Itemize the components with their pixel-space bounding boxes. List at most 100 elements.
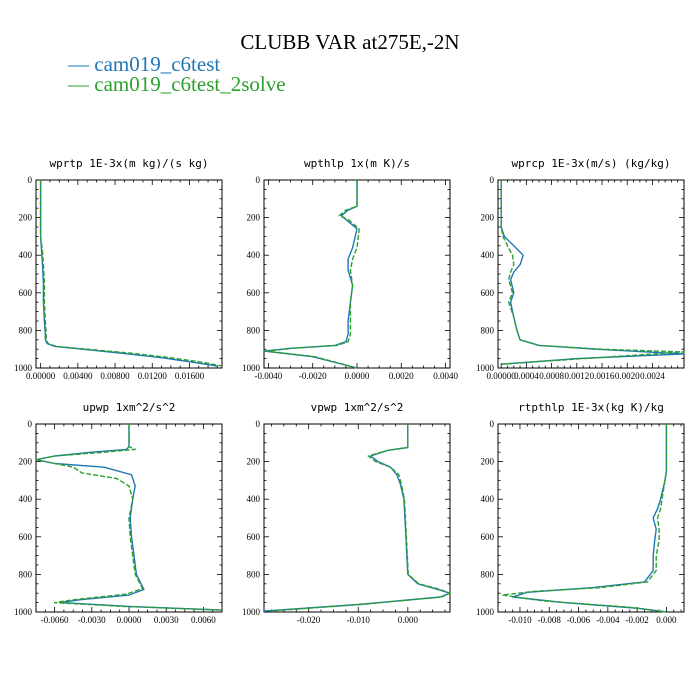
series-c6test-line bbox=[39, 180, 218, 367]
y-tick-label: 0 bbox=[490, 419, 495, 429]
y-tick-label: 800 bbox=[247, 325, 261, 335]
x-tick-label: 0.00800 bbox=[100, 371, 130, 381]
panel-2: wprcp 1E-3x(m/s) (kg/kg) 0 200 400 600 800 100… bbox=[476, 157, 685, 381]
x-tick-label: 0.00000 bbox=[487, 371, 517, 381]
y-tick-label: 600 bbox=[481, 288, 495, 298]
series-c6test-line bbox=[500, 180, 685, 365]
y-tick-label: 800 bbox=[247, 569, 261, 579]
y-tick-label: 1000 bbox=[476, 607, 495, 617]
legend-entry-c6test-2solve: — cam019_c6test_2solve bbox=[68, 72, 286, 97]
x-tick-label: -0.0060 bbox=[41, 615, 69, 625]
y-tick-label: 0 bbox=[256, 419, 261, 429]
series-c6test-2solve-line bbox=[35, 424, 223, 611]
x-tick-label: 0.01200 bbox=[138, 371, 168, 381]
legend-line-c6test: — bbox=[68, 52, 89, 76]
x-tick-label: -0.010 bbox=[508, 615, 532, 625]
panel-title: rtpthlp 1E-3x(kg K)/kg bbox=[518, 401, 664, 414]
panel-title: wprcp 1E-3x(m/s) (kg/kg) bbox=[512, 157, 671, 170]
legend-entry-c6test: — cam019_c6test bbox=[68, 52, 220, 77]
y-tick-label: 0 bbox=[28, 419, 33, 429]
panel-title: upwp 1xm^2/s^2 bbox=[83, 401, 176, 414]
y-tick-label: 400 bbox=[247, 494, 261, 504]
y-tick-label: 800 bbox=[19, 325, 33, 335]
panel-5: rtpthlp 1E-3x(kg K)/kg 0 200 400 600 800 1000 -… bbox=[476, 401, 685, 625]
x-tick-label: -0.004 bbox=[596, 615, 620, 625]
series-c6test-line bbox=[511, 424, 668, 613]
x-tick-label: -0.006 bbox=[567, 615, 591, 625]
x-tick-label: 0.00400 bbox=[63, 371, 93, 381]
x-tick-label: 0.0016 bbox=[590, 371, 615, 381]
panel-title: vpwp 1xm^2/s^2 bbox=[311, 401, 404, 414]
y-tick-label: 800 bbox=[481, 325, 495, 335]
series-c6test-2solve-line bbox=[501, 424, 668, 613]
panel-0: wprtp 1E-3x(m kg)/(s kg) 0 200 400 600 800 100… bbox=[14, 157, 223, 381]
x-tick-label: 0.000 bbox=[656, 615, 677, 625]
panel-title: wpthlp 1x(m K)/s bbox=[304, 157, 410, 170]
x-tick-label: 0.0004 bbox=[514, 371, 539, 381]
legend-label-c6test: cam019_c6test bbox=[94, 52, 221, 76]
x-tick-label: -0.010 bbox=[347, 615, 371, 625]
x-tick-label: 0.0060 bbox=[191, 615, 216, 625]
y-tick-label: 200 bbox=[481, 457, 495, 467]
y-tick-label: 600 bbox=[19, 288, 33, 298]
plot-frame bbox=[263, 423, 451, 613]
y-tick-label: 800 bbox=[481, 569, 495, 579]
plot-frame bbox=[263, 179, 451, 369]
x-tick-label: -0.0040 bbox=[255, 371, 283, 381]
figure-title: CLUBB VAR at275E,-2N bbox=[240, 30, 460, 54]
x-tick-label: 0.0008 bbox=[539, 371, 564, 381]
y-tick-label: 1000 bbox=[14, 607, 33, 617]
series-c6test-2solve-line bbox=[500, 180, 685, 365]
y-tick-label: 1000 bbox=[242, 363, 261, 373]
panel-1: wpthlp 1x(m K)/s 0 200 400 600 800 1000-0.0040… bbox=[242, 157, 458, 381]
y-tick-label: 400 bbox=[481, 494, 495, 504]
plot-frame bbox=[497, 179, 685, 369]
y-tick-label: 200 bbox=[247, 457, 261, 467]
y-tick-label: 600 bbox=[19, 532, 33, 542]
series-c6test-2solve-line bbox=[39, 180, 223, 367]
y-tick-label: 1000 bbox=[14, 363, 33, 373]
series-c6test-2solve-line bbox=[268, 424, 451, 612]
series-c6test-line bbox=[263, 180, 358, 369]
x-tick-label: 0.0000 bbox=[345, 371, 370, 381]
x-tick-label: 0.0020 bbox=[389, 371, 414, 381]
y-tick-label: 600 bbox=[481, 532, 495, 542]
x-tick-label: 0.000 bbox=[398, 615, 419, 625]
x-tick-label: -0.020 bbox=[297, 615, 321, 625]
x-tick-label: -0.002 bbox=[626, 615, 649, 625]
x-tick-label: 0.0000 bbox=[117, 615, 142, 625]
y-tick-label: 400 bbox=[247, 250, 261, 260]
y-tick-label: 1000 bbox=[242, 607, 261, 617]
y-tick-label: 1000 bbox=[476, 363, 495, 373]
x-tick-label: 0.0024 bbox=[640, 371, 665, 381]
y-tick-label: 400 bbox=[481, 250, 495, 260]
x-tick-label: 0.0012 bbox=[564, 371, 589, 381]
x-tick-label: 0.00000 bbox=[26, 371, 56, 381]
x-tick-label: -0.0030 bbox=[78, 615, 106, 625]
y-tick-label: 0 bbox=[490, 175, 495, 185]
panel-4: vpwp 1xm^2/s^2 0 200 400 600 800 1000 -0.020 -0.… bbox=[242, 401, 451, 625]
series-c6test-line bbox=[263, 424, 451, 612]
panel-3: upwp 1xm^2/s^2 0 200 400 600 800 1000 -0.0060 -0… bbox=[14, 401, 223, 625]
y-tick-label: 800 bbox=[19, 569, 33, 579]
x-tick-label: 0.01600 bbox=[175, 371, 205, 381]
y-tick-label: 200 bbox=[247, 213, 261, 223]
y-tick-label: 600 bbox=[247, 288, 261, 298]
series-c6test-2solve-line bbox=[265, 180, 360, 369]
panel-title: wprtp 1E-3x(m kg)/(s kg) bbox=[50, 157, 209, 170]
y-tick-label: 400 bbox=[19, 494, 33, 504]
x-tick-label: -0.008 bbox=[538, 615, 562, 625]
plot-frame bbox=[497, 423, 685, 613]
legend-label-c6test-2solve: cam019_c6test_2solve bbox=[94, 72, 286, 96]
y-tick-label: 0 bbox=[256, 175, 261, 185]
x-tick-label: 0.0030 bbox=[154, 615, 179, 625]
y-tick-label: 200 bbox=[19, 213, 33, 223]
y-tick-label: 200 bbox=[19, 457, 33, 467]
x-tick-label: 0.0020 bbox=[615, 371, 640, 381]
y-tick-label: 200 bbox=[481, 213, 495, 223]
x-tick-label: -0.0020 bbox=[299, 371, 327, 381]
y-tick-label: 400 bbox=[19, 250, 33, 260]
plot-frame bbox=[35, 179, 223, 369]
